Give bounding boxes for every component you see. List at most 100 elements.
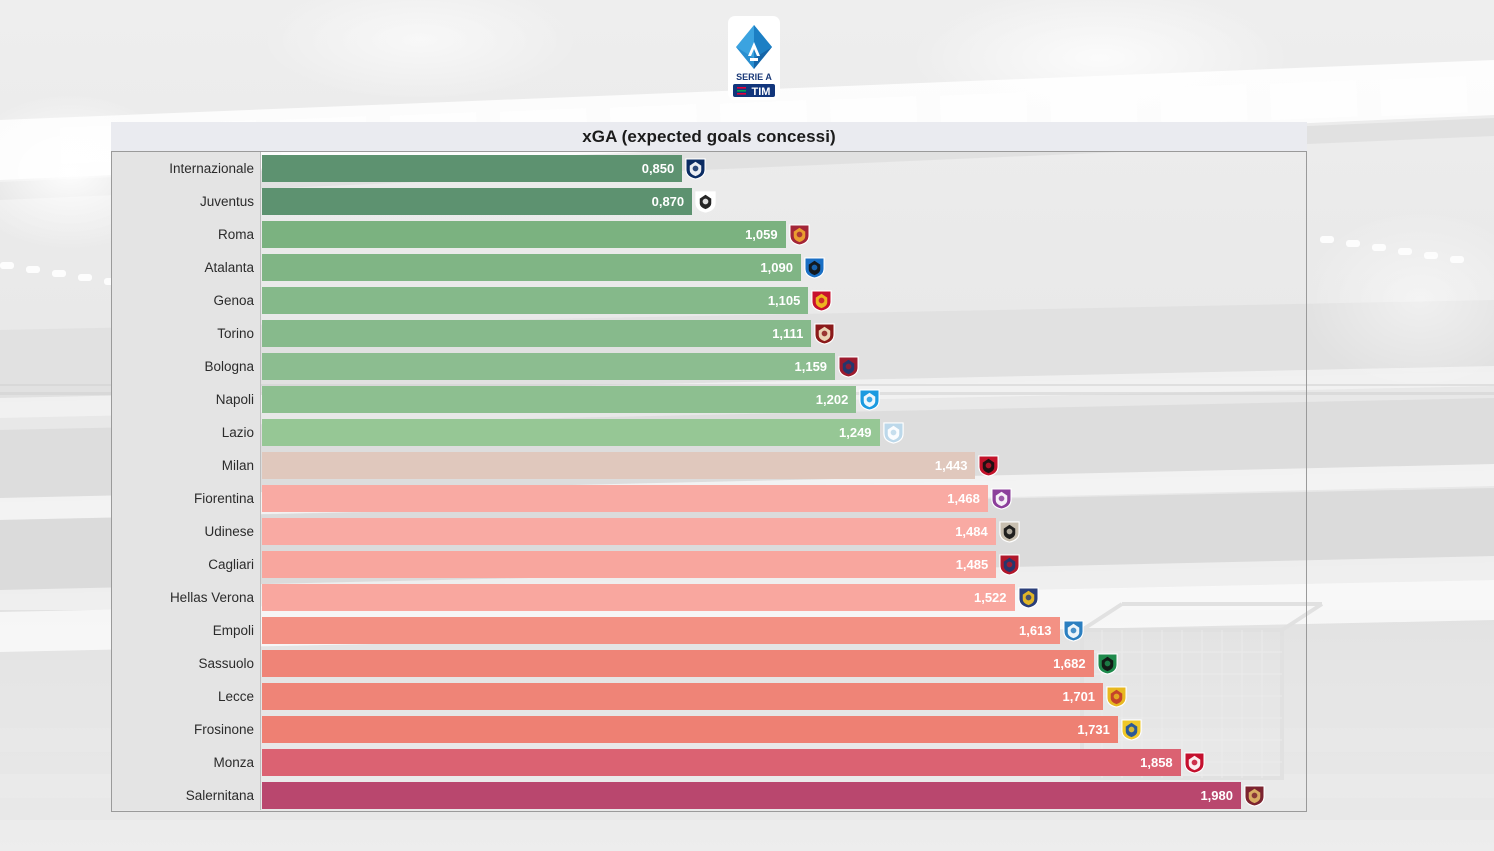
bar-row: Roma 1,059 <box>112 218 1306 251</box>
bologna-crest <box>838 356 859 378</box>
category-label-cagliari: Cagliari <box>208 557 254 572</box>
bar-value-label: 1,484 <box>955 524 988 539</box>
bar-row: Atalanta 1,090 <box>112 251 1306 284</box>
bar-udinese[interactable] <box>262 518 996 545</box>
bar-row: Torino 1,111 <box>112 317 1306 350</box>
bar-juventus[interactable] <box>262 188 693 215</box>
bar-row: Udinese 1,484 <box>112 515 1306 548</box>
bar-value-label: 1,249 <box>839 425 872 440</box>
serie-a-wordmark: SERIE A <box>736 72 772 82</box>
bar-value-label: 1,980 <box>1200 788 1233 803</box>
sassuolo-crest <box>1096 653 1118 675</box>
category-label-napoli: Napoli <box>215 392 254 407</box>
category-axis-gutter <box>112 152 261 810</box>
bar-empoli[interactable] <box>262 617 1060 644</box>
bar-atalanta[interactable] <box>262 254 801 281</box>
salernitana-crest <box>1244 785 1265 807</box>
cagliari-crest <box>999 554 1020 576</box>
bar-row: Napoli 1,202 <box>112 383 1306 416</box>
atalanta-crest <box>804 257 825 279</box>
bar-value-label: 0,870 <box>651 194 685 209</box>
bar-genoa[interactable] <box>262 287 809 314</box>
lazio-crest <box>882 422 904 444</box>
bar-value-label: 0,850 <box>641 161 675 176</box>
bar-cagliari[interactable] <box>262 551 997 578</box>
bar-torino[interactable] <box>262 320 812 347</box>
bar-row: Genoa 1,105 <box>112 284 1306 317</box>
bar-row: Sassuolo 1,682 <box>112 647 1306 680</box>
bar-row: Cagliari 1,485 <box>112 548 1306 581</box>
bar-value-label: 1,090 <box>760 260 793 275</box>
bar-salernitana[interactable] <box>262 782 1241 809</box>
bar-internazionale[interactable] <box>262 155 683 182</box>
milan-crest <box>978 455 1000 477</box>
bar-value-label: 1,613 <box>1018 623 1052 638</box>
bar-row: Salernitana 1,980 <box>112 779 1306 811</box>
bar-row: Frosinone 1,731 <box>112 713 1306 746</box>
bar-value-label: 1,059 <box>745 227 778 242</box>
empoli-crest <box>1062 620 1084 642</box>
bar-milan[interactable] <box>262 452 976 479</box>
bar-roma[interactable] <box>262 221 786 248</box>
juventus-crest <box>695 191 716 213</box>
bar-value-label: 1,105 <box>767 293 801 308</box>
roma-crest <box>788 224 810 246</box>
monza-crest <box>1184 752 1205 774</box>
frosinone-crest <box>1121 719 1142 741</box>
bar-monza[interactable] <box>262 749 1181 776</box>
bar-value-label: 1,202 <box>815 392 849 407</box>
category-label-hellas-verona: Hellas Verona <box>169 590 254 605</box>
bar-rows-container: Internazionale 0,850 Juventus 0,870 Roma 1,… <box>112 152 1306 810</box>
bar-lazio[interactable] <box>262 419 880 446</box>
bar-row: Monza 1,858 <box>112 746 1306 779</box>
bar-value-label: 1,159 <box>794 359 828 374</box>
bar-value-label: 1,522 <box>973 590 1007 605</box>
category-label-internazionale: Internazionale <box>169 161 254 176</box>
bar-row: Empoli 1,613 <box>112 614 1306 647</box>
category-label-lazio: Lazio <box>221 425 254 440</box>
torino-crest <box>814 323 835 345</box>
category-label-milan: Milan <box>221 458 254 473</box>
bar-row: Internazionale 0,850 <box>112 152 1306 185</box>
bar-row: Lecce 1,701 <box>112 680 1306 713</box>
category-label-empoli: Empoli <box>212 623 254 638</box>
serie-a-tim-logo: SERIE A TIM <box>728 16 780 100</box>
category-label-lecce: Lecce <box>217 689 254 704</box>
category-label-udinese: Udinese <box>204 524 254 539</box>
bar-value-label: 1,468 <box>947 491 980 506</box>
bar-napoli[interactable] <box>262 386 857 413</box>
bar-row: Milan 1,443 <box>112 449 1306 482</box>
category-label-monza: Monza <box>213 755 254 770</box>
internazionale-crest <box>685 158 706 180</box>
hellas-verona-crest <box>1017 587 1039 609</box>
lecce-crest <box>1106 686 1127 708</box>
category-label-roma: Roma <box>217 227 254 242</box>
bar-hellas-verona[interactable] <box>262 584 1015 611</box>
bar-fiorentina[interactable] <box>262 485 988 512</box>
chart-title-bar: xGA (expected goals concessi) <box>111 122 1307 152</box>
bar-frosinone[interactable] <box>262 716 1118 743</box>
bar-value-label: 1,682 <box>1053 656 1086 671</box>
bar-row: Juventus 0,870 <box>112 185 1306 218</box>
bar-value-label: 1,111 <box>772 326 804 341</box>
tim-wordmark: TIM <box>752 86 771 98</box>
bar-bologna[interactable] <box>262 353 836 380</box>
bar-sassuolo[interactable] <box>262 650 1094 677</box>
fiorentina-crest <box>991 488 1012 510</box>
bar-row: Lazio 1,249 <box>112 416 1306 449</box>
chart-title: xGA (expected goals concessi) <box>582 127 836 146</box>
category-label-atalanta: Atalanta <box>204 260 254 275</box>
category-label-fiorentina: Fiorentina <box>193 491 254 506</box>
bar-lecce[interactable] <box>262 683 1104 710</box>
category-label-frosinone: Frosinone <box>193 722 254 737</box>
udinese-crest <box>999 521 1020 543</box>
category-label-torino: Torino <box>217 326 254 341</box>
genoa-crest <box>811 290 833 312</box>
bar-value-label: 1,701 <box>1062 689 1096 704</box>
bar-row: Bologna 1,159 <box>112 350 1306 383</box>
category-label-salernitana: Salernitana <box>185 788 254 803</box>
chart-plot-area: Internazionale 0,850 Juventus 0,870 Roma 1,… <box>111 152 1307 812</box>
bar-value-label: 1,485 <box>955 557 989 572</box>
bar-row: Hellas Verona 1,522 <box>112 581 1306 614</box>
xga-bar-chart: xGA (expected goals concessi) Internazio… <box>111 122 1307 812</box>
